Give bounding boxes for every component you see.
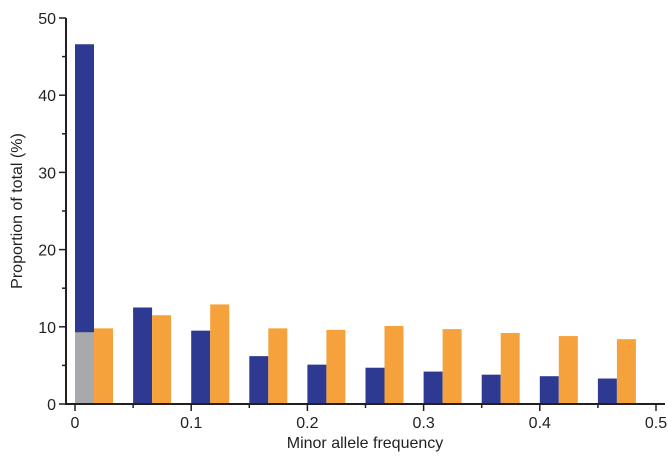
bar-orange-2 bbox=[210, 304, 230, 404]
x-tick-label-5: 0.5 bbox=[645, 415, 667, 432]
bar-orange-7 bbox=[500, 332, 520, 404]
bar-blue-6 bbox=[423, 371, 443, 404]
bar-orange-3 bbox=[268, 328, 288, 404]
x-tick-label-2: 0.2 bbox=[296, 415, 318, 432]
bar-blue-4 bbox=[307, 364, 327, 404]
x-tick-label-1: 0.1 bbox=[180, 415, 202, 432]
bar-blue-8 bbox=[539, 376, 559, 404]
bar-orange-9 bbox=[616, 339, 636, 404]
bar-gray-0 bbox=[75, 332, 94, 404]
bar-blue-1 bbox=[133, 307, 153, 404]
y-tick-label-0: 0 bbox=[47, 397, 56, 414]
y-tick-label-30: 30 bbox=[38, 165, 56, 182]
bar-blue-9 bbox=[597, 378, 617, 404]
y-ticks: 0 10 20 30 40 50 bbox=[38, 11, 66, 414]
x-axis-title: Minor allele frequency bbox=[287, 435, 444, 452]
x-tick-label-4: 0.4 bbox=[529, 415, 551, 432]
bar-blue-2 bbox=[191, 330, 211, 404]
bar-orange-4 bbox=[326, 329, 346, 404]
bar-blue-0 bbox=[75, 44, 94, 405]
y-tick-label-40: 40 bbox=[38, 88, 56, 105]
x-tick-label-3: 0.3 bbox=[412, 415, 434, 432]
bar-orange-0 bbox=[94, 328, 113, 404]
x-ticks: 0 0.1 0.2 0.3 0.4 0.5 bbox=[71, 404, 667, 432]
bar-orange-1 bbox=[152, 315, 172, 404]
bars-layer bbox=[75, 44, 636, 405]
y-tick-label-10: 10 bbox=[38, 320, 56, 337]
bar-blue-3 bbox=[249, 356, 269, 404]
y-axis-title: Proportion of total (%) bbox=[9, 133, 26, 289]
y-tick-label-20: 20 bbox=[38, 243, 56, 260]
y-tick-label-50: 50 bbox=[38, 11, 56, 28]
bar-blue-5 bbox=[365, 367, 385, 404]
bar-orange-5 bbox=[384, 326, 404, 404]
bar-orange-6 bbox=[442, 329, 462, 404]
bar-orange-8 bbox=[558, 336, 578, 404]
bar-blue-7 bbox=[481, 374, 501, 404]
x-tick-label-0: 0 bbox=[71, 415, 80, 432]
